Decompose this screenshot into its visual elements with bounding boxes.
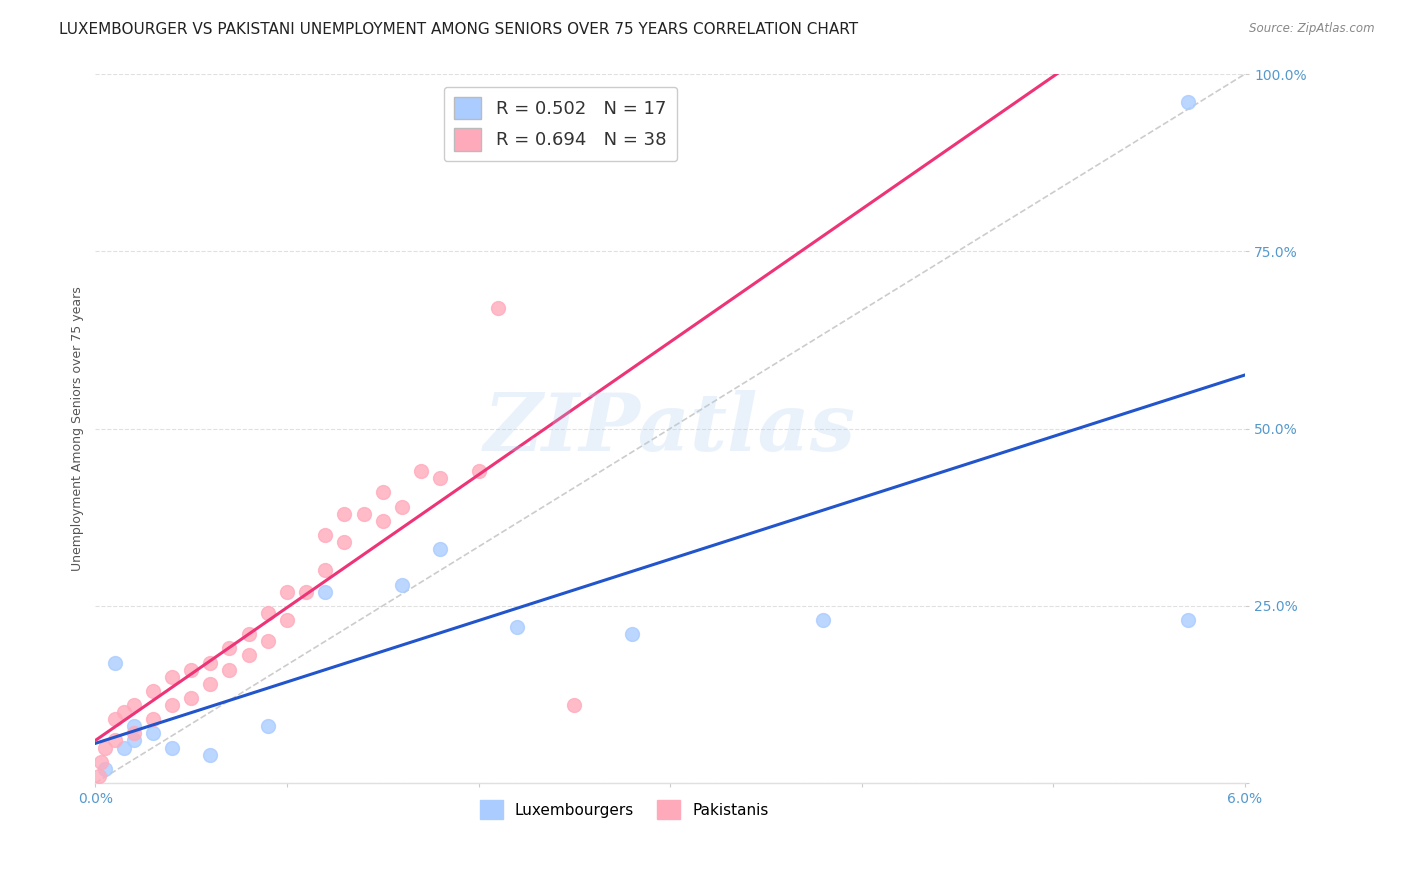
Point: [371, 485, 394, 500]
Text: ZIPatlas: ZIPatlas: [484, 390, 856, 467]
Point: [314, 563, 336, 577]
Point: [122, 726, 145, 740]
Point: [429, 542, 451, 557]
Point: [180, 690, 202, 705]
Point: [103, 656, 125, 670]
Y-axis label: Unemployment Among Seniors over 75 years: Unemployment Among Seniors over 75 years: [72, 286, 84, 571]
Point: [276, 584, 298, 599]
Point: [200, 656, 222, 670]
Point: [276, 613, 298, 627]
Point: [314, 584, 336, 599]
Point: [142, 726, 165, 740]
Point: [1177, 613, 1199, 627]
Point: [122, 719, 145, 733]
Point: [112, 740, 135, 755]
Point: [467, 464, 489, 478]
Point: [506, 620, 529, 634]
Legend: Luxembourgers, Pakistanis: Luxembourgers, Pakistanis: [474, 794, 775, 825]
Point: [90, 755, 112, 769]
Point: [200, 677, 222, 691]
Point: [122, 698, 145, 712]
Point: [813, 613, 835, 627]
Point: [620, 627, 643, 641]
Text: LUXEMBOURGER VS PAKISTANI UNEMPLOYMENT AMONG SENIORS OVER 75 YEARS CORRELATION C: LUXEMBOURGER VS PAKISTANI UNEMPLOYMENT A…: [59, 22, 858, 37]
Point: [238, 648, 260, 663]
Point: [333, 507, 356, 521]
Point: [564, 698, 586, 712]
Point: [391, 577, 413, 591]
Point: [160, 740, 183, 755]
Point: [180, 663, 202, 677]
Point: [94, 740, 117, 755]
Point: [314, 528, 336, 542]
Point: [218, 641, 240, 656]
Point: [391, 500, 413, 514]
Point: [486, 301, 509, 315]
Point: [256, 606, 278, 620]
Point: [94, 762, 117, 776]
Point: [103, 712, 125, 726]
Point: [1177, 95, 1199, 110]
Point: [256, 719, 278, 733]
Point: [333, 535, 356, 549]
Point: [409, 464, 432, 478]
Point: [238, 627, 260, 641]
Point: [200, 747, 222, 762]
Point: [103, 733, 125, 747]
Point: [218, 663, 240, 677]
Point: [160, 698, 183, 712]
Point: [112, 705, 135, 719]
Text: Source: ZipAtlas.com: Source: ZipAtlas.com: [1250, 22, 1375, 36]
Point: [256, 634, 278, 648]
Point: [429, 471, 451, 485]
Point: [353, 507, 375, 521]
Point: [371, 514, 394, 528]
Point: [142, 684, 165, 698]
Point: [122, 733, 145, 747]
Point: [160, 670, 183, 684]
Point: [89, 769, 111, 783]
Point: [295, 584, 318, 599]
Point: [142, 712, 165, 726]
